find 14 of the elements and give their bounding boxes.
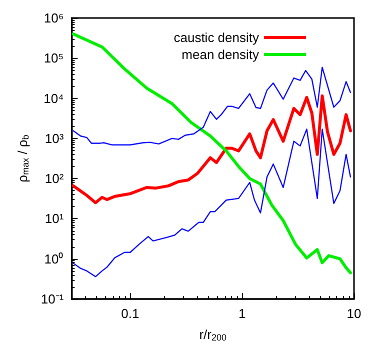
y-tick-label: 10³: [44, 130, 64, 146]
y-tick-label: 10⁴: [44, 90, 64, 106]
y-tick-label: 10²: [44, 171, 64, 186]
y-tick-label: 10⁰: [44, 251, 64, 266]
x-tick-label: 1: [238, 306, 246, 321]
y-axis-title: ρmax / ρb: [15, 134, 30, 182]
legend-label: caustic density: [174, 30, 260, 45]
y-tick-label: 10⁶: [44, 10, 64, 26]
legend-label: mean density: [182, 47, 260, 62]
x-tick-label: 0.1: [121, 306, 140, 321]
y-tick-label: 10¹: [44, 211, 64, 226]
y-tick-label: 10⁻¹: [40, 292, 64, 306]
x-tick-label: 10: [346, 306, 362, 321]
y-tick-label: 10⁵: [44, 50, 64, 66]
